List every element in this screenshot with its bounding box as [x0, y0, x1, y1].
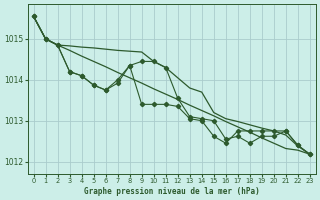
X-axis label: Graphe pression niveau de la mer (hPa): Graphe pression niveau de la mer (hPa)	[84, 187, 260, 196]
